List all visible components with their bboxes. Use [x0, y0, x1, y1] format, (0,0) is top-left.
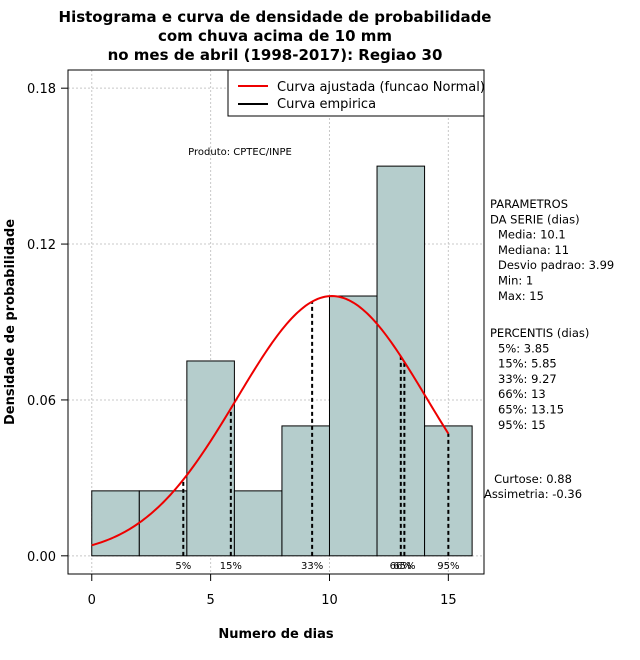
histogram-bar-5: [328, 295, 378, 557]
histogram-bars: [91, 165, 473, 557]
percentile-value-0: PERCENTIS (dias): [490, 326, 589, 340]
percentile-value-3: 33%: 9.27: [498, 372, 557, 386]
normal-curve-path: [91, 295, 450, 547]
x-axis: 0 5 10 15: [88, 573, 457, 608]
stats-line-5: Min: 1: [498, 274, 533, 288]
percentile-label-3: 66%: [390, 561, 412, 572]
percentile-label-4: 65%: [393, 561, 415, 572]
percentile-value-1: 5%: 3.85: [498, 341, 549, 355]
shape-line-0: Curtose: 0.88: [494, 472, 572, 486]
product-label: Produto: CPTEC/INPE: [188, 147, 292, 158]
legend: Curva ajustada (funcao Normal) Curva emp…: [227, 69, 485, 117]
y-tick-label-2: 0.12: [27, 238, 56, 253]
percentile-value-4: 66%: 13: [498, 387, 546, 401]
x-tick-label-2: 10: [321, 593, 338, 608]
percentile-value-2: 15%: 5.85: [498, 357, 557, 371]
x-axis-label: Numero de dias: [218, 627, 334, 642]
histogram-bar-3: [233, 490, 283, 557]
percentile-value-5: 65%: 13.15: [498, 403, 564, 417]
percentile-lines: 5% 15% 33% 66%65% 95%: [175, 301, 459, 572]
shape-line-1: Assimetria: -0.36: [484, 487, 582, 501]
normal-curve: [91, 295, 450, 547]
legend-box: [227, 69, 485, 117]
title-line-2: com chuva acima de 10 mm: [158, 27, 392, 45]
histogram-bar-4: [281, 425, 330, 557]
percentile-label-1: 15%: [220, 561, 242, 572]
x-tick-label-1: 5: [206, 593, 214, 608]
x-tick-label-0: 0: [88, 593, 96, 608]
title-line-3: no mes de abril (1998-2017): Regiao 30: [108, 46, 443, 64]
histogram-bar-0: [91, 490, 140, 557]
legend-label-fitted: Curva ajustada (funcao Normal): [277, 80, 485, 95]
y-tick-label-0: 0.00: [27, 550, 56, 565]
stats-line-4: Desvio padrao: 3.99: [498, 258, 614, 272]
percentile-value-6: 95%: 15: [498, 418, 546, 432]
legend-label-empirical: Curva empirica: [277, 97, 376, 112]
histogram-bar-2: [186, 360, 235, 557]
stats-line-6: Max: 15: [498, 289, 544, 303]
histogram-bar-1: [138, 490, 188, 557]
stats-line-1: DA SERIE (dias): [490, 212, 580, 226]
stats-line-3: Mediana: 11: [498, 243, 569, 257]
x-tick-label-3: 15: [440, 593, 457, 608]
y-tick-label-3: 0.18: [27, 82, 56, 97]
y-tick-label-1: 0.06: [27, 394, 56, 409]
title-line-1: Histograma e curva de densidade de proba…: [59, 8, 492, 26]
stats-line-0: PARAMETROS: [490, 197, 568, 211]
percentile-label-5: 95%: [437, 561, 459, 572]
y-axis: 0.00 0.06 0.12 0.18: [27, 82, 69, 565]
percentile-label-2: 33%: [301, 561, 323, 572]
percentile-label-0: 5%: [175, 561, 191, 572]
stats-line-2: Media: 10.1: [498, 228, 566, 242]
chart-title: Histograma e curva de densidade de proba…: [59, 8, 492, 64]
y-axis-label: Densidade de probabilidade: [3, 219, 18, 425]
